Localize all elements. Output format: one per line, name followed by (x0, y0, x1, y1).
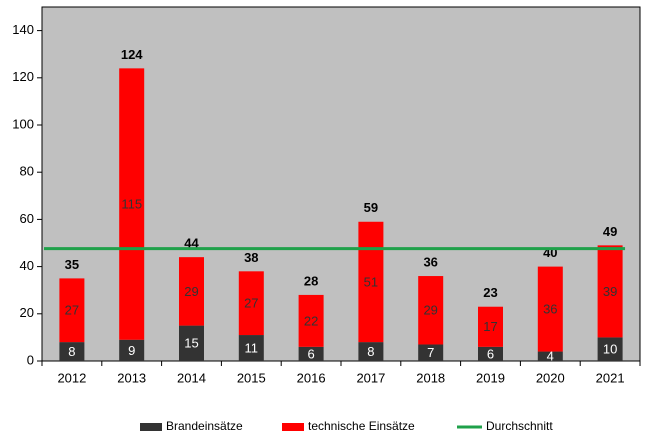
bar-segment (238, 335, 264, 361)
segment-label: 10 (603, 342, 617, 357)
bar-segment (119, 339, 145, 361)
bar-segment (537, 351, 563, 361)
segment-label: 36 (543, 302, 557, 317)
y-tick-label: 140 (12, 22, 34, 37)
bar-segment (597, 245, 623, 338)
segment-label: 17 (483, 319, 497, 334)
x-tick-label: 2018 (416, 370, 445, 385)
bar-segment (179, 257, 204, 326)
y-tick-label: 80 (20, 164, 34, 179)
bar-segment (537, 266, 563, 352)
segment-label: 115 (121, 196, 142, 211)
x-tick-label: 2016 (297, 370, 326, 385)
bar-segment (179, 325, 204, 361)
bar-segment (478, 346, 503, 361)
y-tick-label: 100 (12, 116, 34, 131)
x-tick-label: 2021 (596, 370, 625, 385)
x-tick-label: 2020 (536, 370, 565, 385)
total-label: 124 (121, 47, 143, 62)
y-tick-label: 120 (12, 69, 34, 84)
segment-label: 7 (427, 345, 434, 360)
legend-swatch (140, 423, 162, 431)
segment-label: 11 (245, 340, 259, 355)
y-tick-label: 0 (27, 352, 34, 367)
segment-label: 39 (603, 284, 617, 299)
bar-segment (418, 276, 444, 345)
legend-label: Durchschnitt (486, 419, 553, 433)
total-label: 23 (483, 285, 497, 300)
y-tick-label: 20 (20, 305, 34, 320)
bar-segment (358, 342, 384, 361)
x-tick-label: 2017 (356, 370, 385, 385)
total-label: 38 (244, 250, 258, 265)
bar-segment (119, 68, 145, 340)
segment-label: 6 (487, 346, 494, 361)
segment-label: 9 (128, 343, 135, 358)
total-label: 28 (304, 273, 318, 288)
total-label: 44 (184, 236, 199, 251)
bar-segment (298, 294, 324, 347)
legend-label: technische Einsätze (308, 419, 415, 433)
bar-segment (59, 342, 85, 361)
total-label: 36 (423, 254, 437, 269)
legend-swatch (282, 423, 304, 431)
segment-label: 22 (304, 313, 318, 328)
x-tick-label: 2012 (57, 370, 86, 385)
segment-label: 51 (364, 274, 378, 289)
y-tick-label: 60 (20, 211, 34, 226)
segment-label: 6 (307, 346, 314, 361)
segment-label: 4 (547, 349, 554, 364)
bar-segment (298, 346, 324, 361)
x-tick-label: 2015 (237, 370, 266, 385)
bar-segment (358, 221, 384, 343)
segment-label: 27 (244, 296, 258, 311)
y-tick-label: 40 (20, 258, 34, 273)
x-tick-label: 2014 (177, 370, 206, 385)
legend-label: Brandeinsätze (166, 419, 243, 433)
segment-label: 8 (68, 344, 75, 359)
bar-segment (478, 306, 503, 347)
segment-label: 8 (367, 344, 374, 359)
bar-segment (238, 271, 264, 336)
bar-segment (418, 344, 444, 361)
segment-label: 27 (65, 303, 79, 318)
total-label: 49 (603, 224, 617, 239)
total-label: 59 (364, 200, 378, 215)
x-tick-label: 2013 (117, 370, 146, 385)
total-label: 35 (65, 257, 79, 272)
segment-label: 29 (184, 284, 198, 299)
segment-label: 15 (184, 336, 198, 351)
bar-segment (597, 337, 623, 361)
bar-segment (59, 278, 85, 343)
segment-label: 29 (423, 303, 437, 318)
x-tick-label: 2019 (476, 370, 505, 385)
